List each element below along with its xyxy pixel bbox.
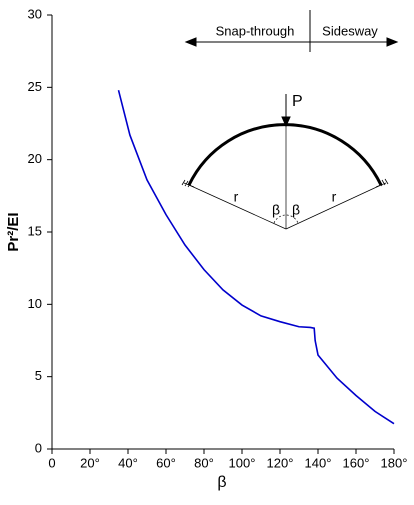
x-axis-label: β — [217, 474, 226, 491]
y-tick-label: 20 — [28, 151, 42, 166]
y-axis-label: Pr²/EI — [5, 212, 22, 251]
x-tick-label: 20° — [80, 455, 100, 470]
radius-line — [188, 184, 287, 230]
x-tick-label: 160° — [343, 455, 370, 470]
annotation: r — [332, 189, 337, 205]
x-tick-label: 0 — [48, 455, 55, 470]
x-tick-label: 180° — [381, 455, 408, 470]
y-tick-label: 25 — [28, 79, 42, 94]
supports — [181, 178, 389, 188]
load-arrowhead — [281, 116, 291, 128]
x-tick-label: 80° — [194, 455, 214, 470]
x-tick-label: 120° — [267, 455, 294, 470]
arrowheads — [184, 37, 399, 47]
x-tick-label: 140° — [305, 455, 332, 470]
y-tick-label: 5 — [35, 368, 42, 383]
y-tick-label: 30 — [28, 6, 42, 21]
radius-line — [285, 184, 382, 230]
arch — [187, 123, 383, 186]
annotation: Snap-through — [216, 23, 295, 38]
diagram — [181, 10, 399, 230]
annotation: P — [292, 93, 303, 110]
annotation: r — [234, 189, 239, 205]
y-tick-label: 10 — [28, 296, 42, 311]
x-tick-label: 60° — [156, 455, 176, 470]
y-tick-label: 0 — [35, 440, 42, 455]
x-tick-label: 100° — [229, 455, 256, 470]
x-tick-label: 40° — [118, 455, 138, 470]
annotation: Sidesway — [322, 23, 378, 38]
annotation: β — [272, 202, 280, 218]
y-tick-label: 15 — [28, 223, 42, 238]
annotation: β — [292, 202, 300, 218]
line-series — [117, 90, 395, 425]
